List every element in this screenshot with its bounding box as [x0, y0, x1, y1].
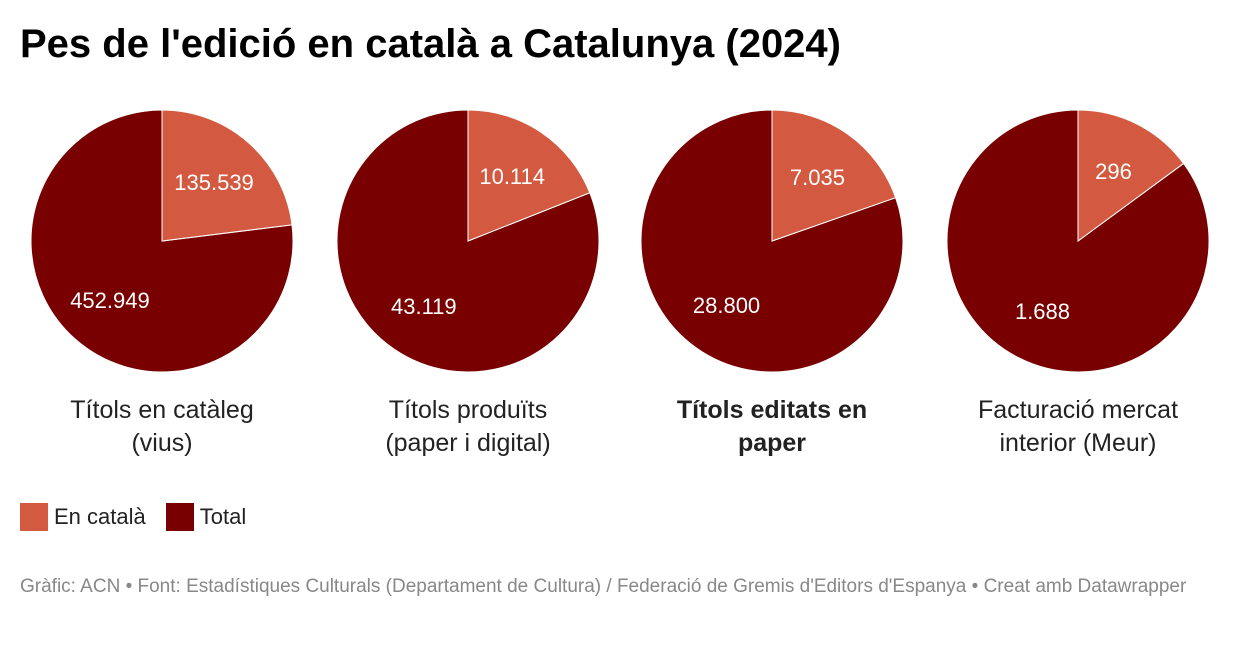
- legend-swatch-total: [165, 503, 194, 531]
- legend-label: En català: [54, 504, 146, 529]
- pie-chart-1: 135.539 452.949: [30, 109, 294, 373]
- pie-chart-2: 10.114 43.119: [336, 109, 600, 373]
- legend-item-total: Total: [165, 503, 247, 531]
- slice-total: [946, 109, 1210, 373]
- legend: En català Total: [20, 503, 246, 531]
- legend-swatch-catala: [20, 503, 48, 531]
- pie-label: Títols en catàleg (vius): [70, 396, 254, 457]
- value-label-total: 452.949: [70, 288, 150, 313]
- pie-label: Facturació mercat interior (Meur): [977, 396, 1179, 457]
- pie-chart-4: 296 1.688: [946, 109, 1210, 373]
- value-label-catala: 296: [1095, 159, 1132, 184]
- pie-label: Títols produïts (paper i digital): [385, 396, 551, 457]
- slice-catala: [771, 109, 897, 242]
- value-label-catala: 7.035: [790, 165, 845, 190]
- footer-source: Gràfic: ACN • Font: Estadístiques Cultur…: [20, 576, 1187, 597]
- slice-catala: [161, 109, 293, 242]
- value-label-catala: 135.539: [174, 170, 254, 195]
- slice-catala: [1077, 109, 1185, 242]
- value-label-total: 28.800: [693, 293, 760, 318]
- value-label-total: 1.688: [1015, 299, 1070, 324]
- legend-label: Total: [199, 504, 247, 529]
- value-label-total: 43.119: [391, 294, 457, 319]
- pie-chart-3: 7.035 28.800: [640, 109, 904, 373]
- slice-catala: [467, 109, 591, 242]
- value-label-catala: 10.114: [479, 164, 545, 189]
- legend-item-catala: En català: [20, 503, 146, 531]
- pie-label: Títols editats en paper: [676, 396, 868, 457]
- chart-title: Pes de l'edició en català a Catalunya (2…: [20, 22, 841, 66]
